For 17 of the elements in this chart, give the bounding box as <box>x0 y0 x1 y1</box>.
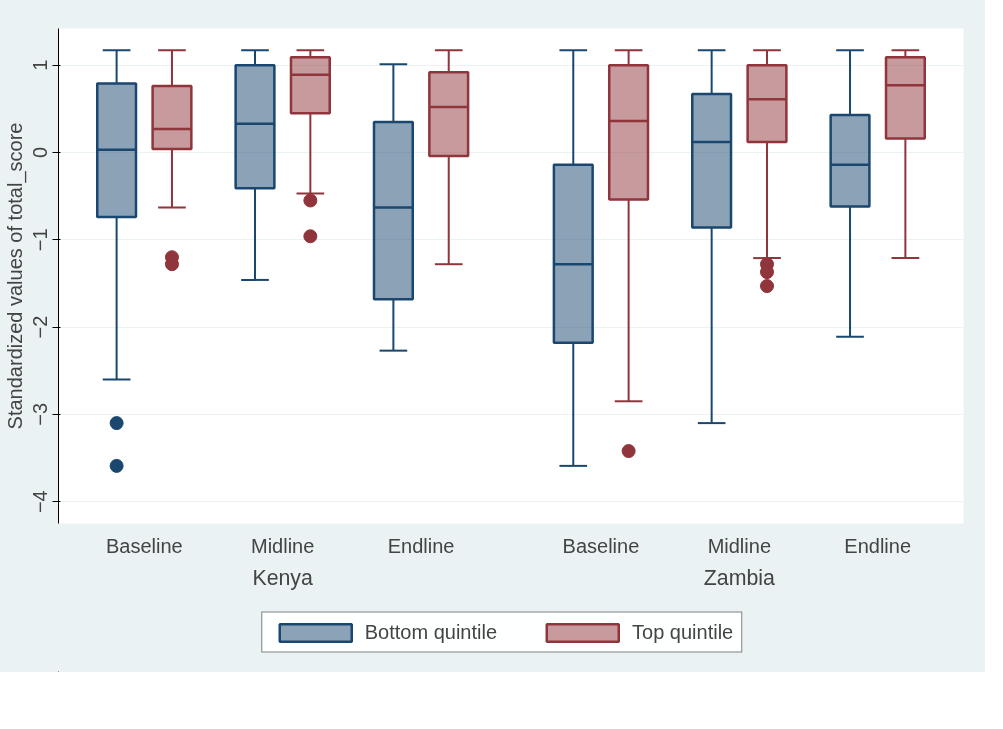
x-tick-label: Endline <box>387 534 455 557</box>
text: Zambia <box>703 565 776 590</box>
y-tick-label: −3 <box>29 402 52 426</box>
y-tick-label: −4 <box>29 490 52 514</box>
x-tick-label: Baseline <box>105 534 183 557</box>
x-tick-label: Midline <box>707 534 772 557</box>
x-tick-label: Midline <box>250 534 315 557</box>
y-tick-label: −1 <box>29 228 52 252</box>
x-tick-label: Endline <box>844 534 912 557</box>
y-tick-label: 0 <box>29 146 52 159</box>
y-tick-label: 1 <box>29 59 52 71</box>
legend-label: Bottom quintile <box>364 620 498 644</box>
legend-label: Top quintile <box>632 620 734 644</box>
text: Kenya <box>252 565 314 590</box>
y-tick-label: −2 <box>29 315 52 339</box>
x-tick-label: Baseline <box>562 534 640 557</box>
y-axis-title: Standardized values of total_score <box>3 122 27 430</box>
